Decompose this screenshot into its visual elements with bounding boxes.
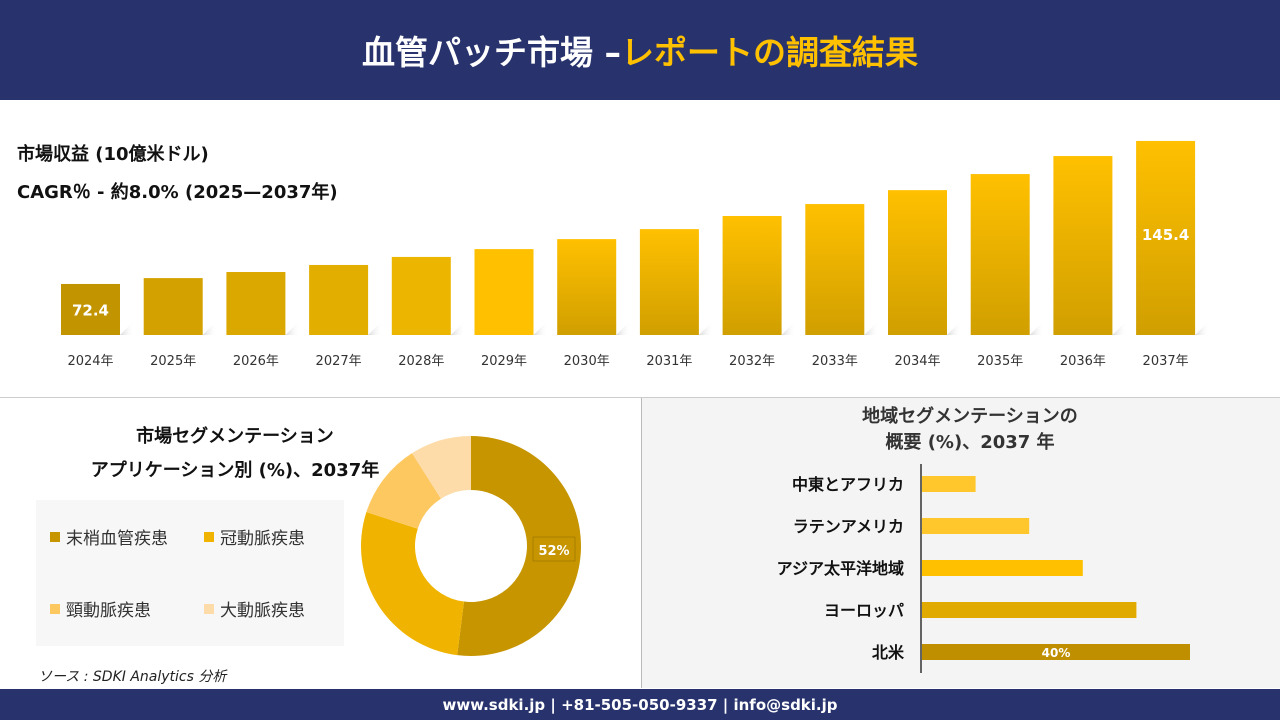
bar-shadow — [947, 321, 961, 335]
x-tick-label: 2029年 — [481, 354, 527, 369]
legend-label: 大動脈疾患 — [220, 601, 305, 621]
bar-shadow — [1195, 321, 1210, 335]
region-label: アジア太平洋地域 — [777, 559, 904, 578]
region-title-line2: 概要 (%)、2037 年 — [885, 432, 1055, 453]
region-label: ヨーロッパ — [824, 601, 904, 620]
application-legend: 末梢血管疾患 冠動脈疾患 頸動脈疾患 大動脈疾患 — [36, 500, 344, 646]
donut-data-label: 52% — [538, 544, 569, 559]
divider — [0, 397, 1280, 398]
x-tick-label: 2034年 — [894, 354, 940, 369]
x-tick-label: 2033年 — [812, 354, 858, 369]
region-title-line1: 地域セグメンテーションの — [862, 406, 1078, 427]
revenue-bar — [557, 239, 617, 335]
x-tick-label: 2037年 — [1143, 354, 1189, 369]
legend-item: 頸動脈疾患 — [50, 596, 151, 621]
bar-shadow — [202, 321, 217, 335]
region-label: 中東とアフリカ — [792, 475, 904, 494]
region-panel — [641, 398, 1280, 688]
donut-slice — [412, 436, 471, 499]
region-label: ラテンアメリカ — [793, 517, 904, 536]
legend-swatch — [204, 531, 214, 542]
revenue-bar — [309, 264, 369, 335]
donut-slice — [457, 436, 582, 656]
legend-swatch — [50, 531, 60, 542]
region-bar — [922, 560, 1083, 576]
bar-shadow — [533, 321, 548, 335]
region-data-label: 40% — [1042, 646, 1071, 660]
revenue-bar — [722, 215, 782, 335]
x-tick-label: 2035年 — [977, 354, 1023, 369]
bar-shadow — [120, 321, 134, 335]
bar-shadow — [781, 321, 796, 335]
region-bar — [922, 644, 1190, 660]
x-tick-label: 2028年 — [398, 354, 444, 369]
bar-shadow — [864, 321, 879, 335]
revenue-bar — [1136, 140, 1196, 335]
application-chart-title: 市場セグメンテーション アプリケーション別 (%)、2037年 — [40, 420, 430, 488]
legend-item: 末梢血管疾患 — [50, 524, 168, 549]
legend-item: 大動脈疾患 — [204, 596, 305, 621]
cagr-subtitle: CAGR％ - 約8.0% (2025—2037年) — [17, 182, 338, 203]
bar-data-label: 145.4 — [1142, 226, 1189, 244]
revenue-bar — [805, 204, 865, 335]
region-bar — [922, 518, 1030, 534]
application-title-line1: 市場セグメンテーション — [136, 426, 334, 447]
legend-swatch — [50, 603, 60, 614]
region-chart-title: 地域セグメンテーションの 概要 (%)、2037 年 — [800, 404, 1140, 456]
bar-shadow — [698, 321, 713, 335]
revenue-chart-title: 市場収益 (10億米ドル) — [17, 144, 209, 165]
title-highlight: レポートの調査結果 — [621, 33, 918, 72]
revenue-bar — [888, 190, 947, 335]
bar-shadow — [1112, 321, 1127, 335]
bar-shadow — [450, 321, 465, 335]
footer-contact: www.sdki.jp | +81-505-050-9337 | info@sd… — [0, 689, 1280, 720]
revenue-bar — [226, 272, 286, 335]
x-tick-label: 2027年 — [316, 354, 362, 369]
x-tick-label: 2025年 — [150, 354, 196, 369]
legend-item: 冠動脈疾患 — [204, 524, 305, 549]
x-tick-label: 2032年 — [729, 354, 775, 369]
donut-label-box — [532, 536, 576, 562]
legend-label: 頸動脈疾患 — [66, 601, 151, 621]
region-bar — [922, 476, 976, 492]
legend-label: 冠動脈疾患 — [220, 529, 305, 549]
legend-label: 末梢血管疾患 — [66, 529, 168, 549]
x-tick-label: 2026年 — [233, 354, 279, 369]
header-banner: 血管パッチ市場 – レポートの調査結果 — [0, 0, 1280, 100]
revenue-bar-chart: 2024年 72.4 2025年 2026年 2027年 2028年 2029年 2030年 2… — [61, 140, 1210, 369]
region-label: 北米 — [872, 643, 905, 662]
region-bar — [922, 602, 1137, 618]
revenue-bar — [391, 256, 451, 335]
donut-slice — [361, 512, 464, 656]
x-tick-label: 2024年 — [67, 354, 113, 369]
application-title-line2: アプリケーション別 (%)、2037年 — [90, 460, 380, 481]
x-tick-label: 2030年 — [564, 354, 610, 369]
revenue-bar — [474, 249, 534, 335]
bar-shadow — [285, 321, 300, 335]
revenue-bar — [143, 278, 203, 335]
bar-shadow — [1029, 321, 1044, 335]
revenue-bar — [970, 174, 1030, 335]
donut-slice — [366, 453, 441, 529]
revenue-bar — [1053, 156, 1113, 335]
revenue-bar — [639, 229, 699, 335]
legend-swatch — [204, 603, 214, 614]
revenue-bar — [61, 283, 120, 335]
x-tick-label: 2031年 — [646, 354, 692, 369]
application-donut-chart: 52% — [361, 436, 582, 656]
x-tick-label: 2036年 — [1060, 354, 1106, 369]
bar-shadow — [616, 321, 631, 335]
bar-data-label: 72.4 — [72, 301, 109, 319]
source-note: ソース : SDKI Analytics 分析 — [38, 669, 227, 685]
title-main: 血管パッチ市場 – — [362, 33, 621, 72]
bar-shadow — [368, 321, 383, 335]
